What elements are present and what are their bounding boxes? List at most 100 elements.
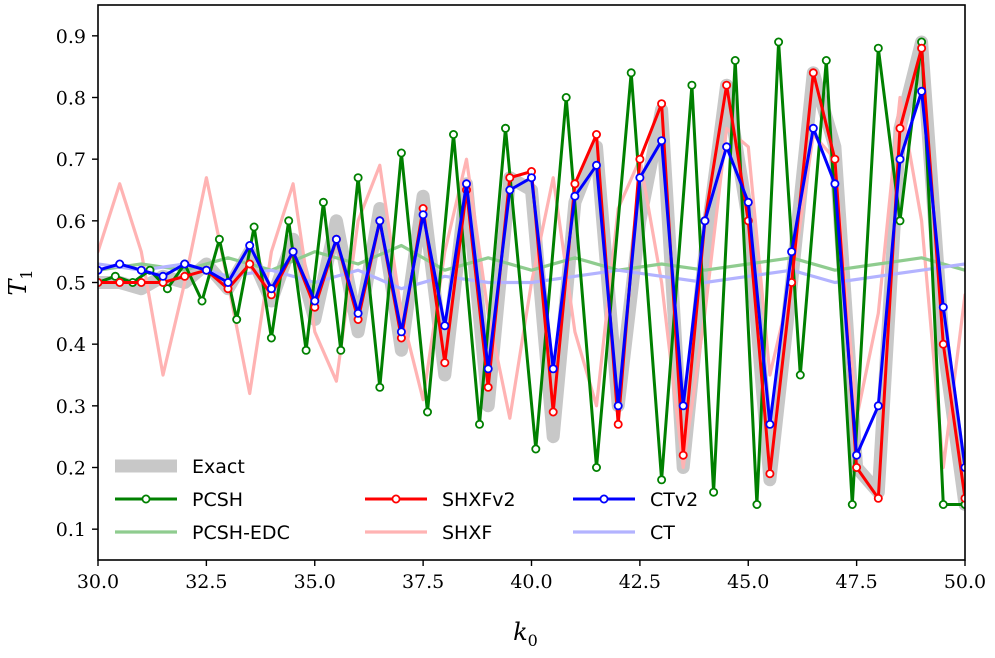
data-point-pcsh: [561, 93, 571, 103]
y-tick-label: 0.3: [56, 396, 86, 418]
y-tick-label: 0.1: [56, 519, 86, 541]
data-point-shxfv2: [917, 43, 927, 53]
data-point-ctv2: [657, 136, 667, 146]
y-tick-label: 0.9: [56, 26, 86, 48]
data-point-ctv2: [180, 259, 190, 269]
series-shxfv2: [98, 43, 965, 503]
data-point-shxfv2: [895, 123, 905, 133]
data-point-pcsh: [626, 68, 636, 78]
data-point-ctv2: [353, 308, 363, 318]
data-point-shxfv2: [548, 407, 558, 417]
legend-label: CTv2: [650, 489, 698, 511]
data-point-pcsh: [752, 499, 762, 509]
x-tick-label: 37.5: [402, 571, 444, 593]
series-pcsh: [98, 37, 965, 509]
data-point-pcsh: [232, 314, 242, 324]
data-point-ctv2: [158, 271, 168, 281]
series-pcsh-edc: [98, 243, 965, 272]
data-point-shxfv2: [440, 358, 450, 368]
data-point-pcsh: [774, 37, 784, 47]
y-axis-label: T1: [4, 269, 36, 295]
data-point-ctv2: [375, 216, 385, 226]
data-point-pcsh: [353, 173, 363, 183]
data-point-pcsh: [500, 123, 510, 133]
data-point-ctv2: [808, 123, 818, 133]
data-point-ctv2: [266, 284, 276, 294]
data-point-ctv2: [201, 265, 211, 275]
data-point-pcsh: [266, 333, 276, 343]
legend-marker: [599, 494, 609, 504]
legend-item-shxf: SHXF: [365, 522, 492, 544]
y-tick-label: 0.2: [56, 458, 86, 480]
legend-label: SHXFv2: [442, 489, 516, 511]
data-point-pcsh: [873, 43, 883, 53]
data-point-ctv2: [938, 302, 948, 312]
data-point-ctv2: [570, 191, 580, 201]
data-point-shxfv2: [808, 68, 818, 78]
legend-label: SHXF: [442, 522, 492, 544]
data-point-shxfv2: [830, 154, 840, 164]
data-point-pcsh: [336, 345, 346, 355]
data-point-shxfv2: [852, 462, 862, 472]
data-point-pcsh: [318, 197, 328, 207]
data-point-shxfv2: [115, 277, 125, 287]
legend-item-shxfv2: SHXFv2: [365, 489, 516, 511]
legend: Exact PCSH PCSH-EDC SHXFv2 SHXF CTv2 CT: [115, 456, 698, 544]
y-tick-label: 0.5: [56, 273, 86, 295]
legend-marker: [141, 494, 151, 504]
data-point-pcsh: [687, 80, 697, 90]
data-point-pcsh: [938, 499, 948, 509]
data-point-ctv2: [418, 210, 428, 220]
data-point-ctv2: [505, 185, 515, 195]
axes-layer: 30.0 32.5 35.0 37.5 40.0 42.5 45.0 47.5 50.0 0.1 0…: [4, 4, 986, 650]
x-tick-label: 42.5: [619, 571, 661, 593]
legend-label: PCSH-EDC: [192, 522, 290, 544]
data-point-shxfv2: [657, 99, 667, 109]
data-point-pcsh: [709, 487, 719, 497]
data-point-pcsh: [448, 129, 458, 139]
data-point-ctv2: [483, 364, 493, 374]
data-point-ctv2: [743, 197, 753, 207]
data-point-ctv2: [635, 173, 645, 183]
data-point-ctv2: [548, 364, 558, 374]
data-point-shxfv2: [722, 80, 732, 90]
y-axis-label-sub: 1: [17, 269, 36, 279]
legend-item-ctv2: CTv2: [573, 489, 698, 511]
data-point-pcsh: [375, 382, 385, 392]
data-point-ctv2: [678, 401, 688, 411]
data-point-ctv2: [852, 450, 862, 460]
legend-label: PCSH: [192, 489, 243, 511]
data-point-ctv2: [461, 179, 471, 189]
x-tick-label: 40.0: [510, 571, 552, 593]
data-point-pcsh: [214, 234, 224, 244]
data-point-pcsh: [197, 296, 207, 306]
x-tick-label: 50.0: [944, 571, 986, 593]
data-point-pcsh: [847, 499, 857, 509]
series-line-pcsh-edc: [98, 243, 965, 272]
data-point-ctv2: [288, 247, 298, 257]
legend-item-exact: Exact: [115, 456, 245, 478]
data-point-ctv2: [592, 160, 602, 170]
data-point-ctv2: [700, 216, 710, 226]
data-point-ctv2: [115, 259, 125, 269]
data-point-ctv2: [245, 240, 255, 250]
data-point-ctv2: [895, 154, 905, 164]
data-point-shxfv2: [635, 154, 645, 164]
data-point-ctv2: [223, 277, 233, 287]
data-point-shxfv2: [592, 129, 602, 139]
data-point-shxfv2: [765, 469, 775, 479]
x-tick-label: 45.0: [727, 571, 769, 593]
legend-marker: [391, 494, 401, 504]
legend-label: CT: [650, 522, 675, 544]
data-point-pcsh: [657, 475, 667, 485]
data-point-pcsh: [474, 419, 484, 429]
legend-item-pcsh: PCSH: [115, 489, 243, 511]
data-point-shxfv2: [505, 173, 515, 183]
data-point-ctv2: [917, 86, 927, 96]
data-point-ctv2: [136, 265, 146, 275]
y-tick-label: 0.4: [56, 334, 86, 356]
data-point-pcsh: [110, 271, 120, 281]
data-point-pcsh: [531, 444, 541, 454]
y-tick-label: 0.8: [56, 88, 86, 110]
